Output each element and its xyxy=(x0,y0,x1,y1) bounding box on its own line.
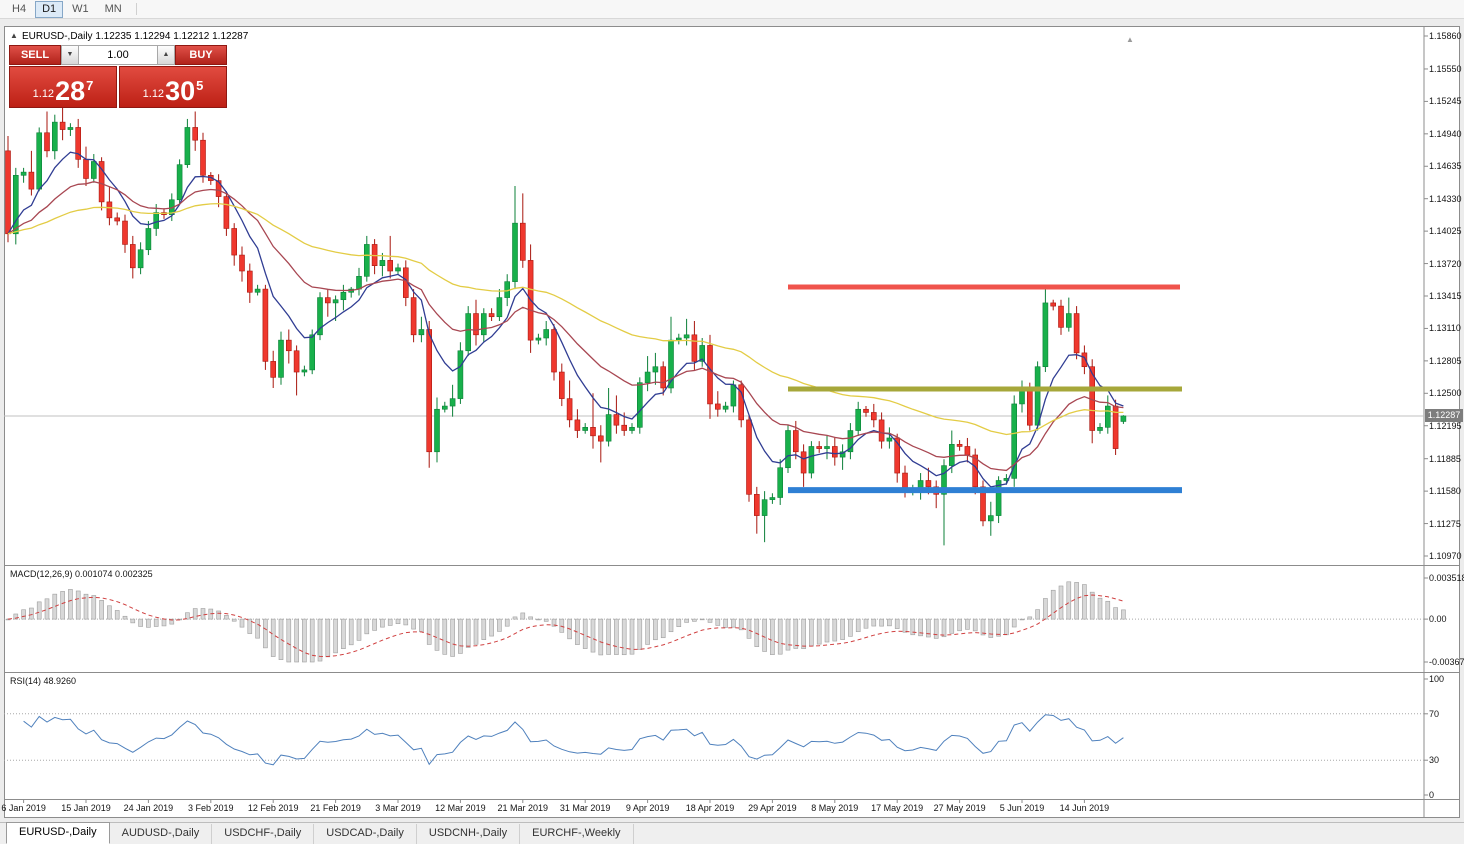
price-tick-label: 1.14940 xyxy=(1429,128,1462,139)
buy-button[interactable]: BUY xyxy=(175,45,227,65)
timeframe-toolbar: H4 D1 W1 MN xyxy=(0,0,1464,19)
time-tick-label: 24 Jan 2019 xyxy=(123,803,174,813)
price-tick-label: 1.13415 xyxy=(1429,291,1462,301)
tab-eurchf-weekly[interactable]: EURCHF-,Weekly xyxy=(520,824,634,844)
time-tick-label: 3 Feb 2019 xyxy=(188,803,234,813)
one-click-toggle-icon[interactable]: ▲ xyxy=(10,31,18,40)
volume-increase-button[interactable]: ▲ xyxy=(158,45,175,65)
time-tick-label: 15 Jan 2019 xyxy=(61,803,111,813)
sell-button[interactable]: SELL xyxy=(9,45,61,65)
chart-tab-bar: EURUSD-,Daily AUDUSD-,Daily USDCHF-,Daily U… xyxy=(0,822,1464,844)
bid-price-sup: 7 xyxy=(86,78,94,93)
price-tick-label: 1.14330 xyxy=(1429,193,1462,204)
chevron-down-icon: ▼ xyxy=(66,51,74,58)
time-tick-label: 6 Jan 2019 xyxy=(1,803,46,813)
chevron-up-icon: ▲ xyxy=(162,51,170,58)
macd-splitter[interactable] xyxy=(5,565,1459,566)
tab-usdchf-daily[interactable]: USDCHF-,Daily xyxy=(212,824,315,844)
one-click-trading-panel: SELL ▼ ▲ BUY 1.12 28 7 1.12 30 5 xyxy=(9,45,227,108)
time-axis-separator xyxy=(5,799,1459,800)
price-tick-label: 1.10970 xyxy=(1429,551,1462,561)
time-tick-label: 21 Feb 2019 xyxy=(310,803,361,813)
bid-price-prefix: 1.12 xyxy=(32,88,55,100)
time-tick-label: 8 May 2019 xyxy=(811,803,859,813)
tab-audusd-daily[interactable]: AUDUSD-,Daily xyxy=(110,824,213,844)
tab-usdcad-daily[interactable]: USDCAD-,Daily xyxy=(314,824,417,844)
time-tick-label: 3 Mar 2019 xyxy=(375,803,421,813)
price-tick-label: 1.12805 xyxy=(1429,355,1462,366)
rsi-pane[interactable] xyxy=(5,674,1424,798)
timeframe-button-w1[interactable]: W1 xyxy=(72,2,89,15)
bid-price-big: 28 xyxy=(55,76,86,106)
time-tick-label: 12 Mar 2019 xyxy=(435,803,486,813)
time-tick-label: 31 Mar 2019 xyxy=(559,803,611,813)
current-price-tag: 1.12287 xyxy=(1425,408,1463,422)
price-tick-label: 1.15245 xyxy=(1429,96,1462,107)
price-tick-label: 1.11275 xyxy=(1429,518,1461,529)
toolbar-separator xyxy=(135,3,137,15)
time-tick-label: 17 May 2019 xyxy=(871,803,924,813)
ask-price-panel[interactable]: 1.12 30 5 xyxy=(119,66,227,108)
time-tick-label: 18 Apr 2019 xyxy=(685,803,735,813)
macd-label: MACD(12,26,9) 0.001074 0.002325 xyxy=(10,569,153,579)
macd-axis-label: 0.003518 xyxy=(1429,573,1464,583)
volume-input[interactable] xyxy=(78,45,158,65)
time-tick-label: 29 Apr 2019 xyxy=(748,803,797,813)
price-tick-label: 1.15550 xyxy=(1429,63,1462,74)
ask-price-sup: 5 xyxy=(196,78,204,93)
timeframe-button-h4[interactable]: H4 xyxy=(12,2,27,15)
rsi-splitter[interactable] xyxy=(5,672,1459,673)
main-chart-pane[interactable] xyxy=(5,34,1424,562)
timeframe-button-mn[interactable]: MN xyxy=(104,2,122,15)
rsi-label: RSI(14) 48.9260 xyxy=(10,676,77,686)
tab-usdcnh-daily[interactable]: USDCNH-,Daily xyxy=(417,824,521,844)
ask-price-prefix: 1.12 xyxy=(142,88,165,100)
tab-eurusd-daily[interactable]: EURUSD-,Daily xyxy=(6,822,110,844)
price-tick-label: 1.15860 xyxy=(1429,31,1462,41)
macd-axis-label: 0.00 xyxy=(1429,614,1447,625)
price-tick-label: 1.12500 xyxy=(1429,388,1462,399)
time-tick-label: 5 Jun 2019 xyxy=(999,803,1045,813)
time-tick-label: 12 Feb 2019 xyxy=(247,803,299,813)
time-tick-label: 27 May 2019 xyxy=(933,803,986,813)
price-tick-label: 1.12195 xyxy=(1429,420,1462,431)
bid-price-panel[interactable]: 1.12 28 7 xyxy=(9,66,117,108)
rsi-axis-label: 100 xyxy=(1429,674,1445,684)
rsi-axis-label: 0 xyxy=(1429,790,1435,800)
price-tick-label: 1.11580 xyxy=(1429,486,1461,497)
rsi-axis-label: 30 xyxy=(1429,755,1440,766)
chart-shift-marker-icon: ▲ xyxy=(1126,35,1134,44)
ask-price-big: 30 xyxy=(165,76,196,106)
time-tick-label: 14 Jun 2019 xyxy=(1059,803,1110,813)
timeframe-button-d1[interactable]: D1 xyxy=(35,0,64,18)
time-tick-label: 9 Apr 2019 xyxy=(625,803,670,813)
price-tick-label: 1.14025 xyxy=(1429,226,1462,237)
price-tick-label: 1.13720 xyxy=(1429,258,1462,269)
price-tick-label: 1.11885 xyxy=(1429,453,1461,464)
price-tick-label: 1.14635 xyxy=(1429,161,1462,172)
time-tick-label: 21 Mar 2019 xyxy=(497,803,549,813)
chart-title: EURUSD-,Daily 1.12235 1.12294 1.12212 1.… xyxy=(22,31,249,42)
price-tick-label: 1.13110 xyxy=(1429,323,1461,334)
macd-axis-label: -0.00367 xyxy=(1429,657,1464,667)
volume-decrease-button[interactable]: ▼ xyxy=(61,45,78,65)
macd-pane[interactable] xyxy=(5,567,1424,669)
rsi-axis-label: 70 xyxy=(1429,708,1440,719)
